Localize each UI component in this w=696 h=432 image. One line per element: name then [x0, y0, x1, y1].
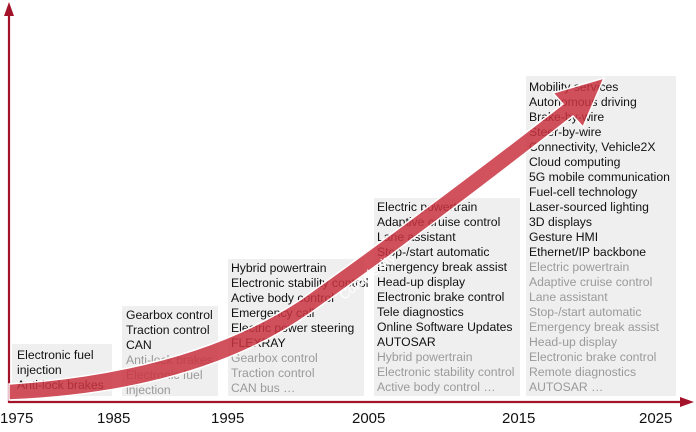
new-feature-item: Connectivity, Vehicle2X	[529, 140, 656, 154]
new-feature-item: 5G mobile communication	[529, 170, 670, 184]
new-feature-item: Electronic brake control	[377, 290, 505, 304]
carried-over-item: AUTOSAR …	[529, 380, 604, 394]
y-axis-arrowhead	[4, 2, 14, 16]
carried-over-item: Gearbox control	[231, 351, 318, 365]
carried-over-item: Emergency break assist	[529, 320, 660, 334]
carried-over-item: Adaptive cruise control	[529, 275, 653, 289]
new-feature-item: Electronic fuel	[17, 348, 94, 362]
year-label-2005: 2005	[352, 410, 386, 427]
year-label-1985: 1985	[97, 410, 131, 427]
carried-over-item: Active body control …	[377, 380, 496, 394]
new-feature-item: 3D displays	[529, 215, 592, 229]
new-feature-item: Fuel-cell technology	[529, 185, 638, 199]
new-feature-item: Head-up display	[377, 275, 466, 289]
x-axis-arrowhead	[680, 397, 694, 407]
carried-over-item: Stop-/start automatic	[529, 305, 642, 319]
new-feature-item: Cloud computing	[529, 155, 621, 169]
new-feature-item: Laser-sourced lighting	[529, 200, 649, 214]
new-feature-item: CAN	[126, 338, 152, 352]
carried-over-item: Traction control	[231, 366, 315, 380]
complexity-arrow-body	[8, 76, 606, 401]
new-feature-item: injection	[17, 363, 62, 377]
new-feature-item: Tele diagnostics	[377, 305, 464, 319]
new-feature-item: Online Software Updates	[377, 320, 513, 334]
carried-over-item: Lane assistant	[529, 290, 608, 304]
new-feature-item: Gesture HMI	[529, 230, 599, 244]
new-feature-item: Traction control	[126, 323, 210, 337]
year-label-1995: 1995	[211, 410, 245, 427]
new-feature-item: Gearbox control	[126, 308, 213, 322]
new-feature-item: Hybrid powertrain	[231, 261, 327, 275]
carried-over-item: Head-up display	[529, 335, 618, 349]
year-label-2025: 2025	[639, 410, 673, 427]
new-feature-item: AUTOSAR	[377, 335, 436, 349]
carried-over-item: Electronic stability control	[377, 365, 515, 379]
new-feature-item: Emergency break assist	[377, 260, 508, 274]
carried-over-item: Electric powertrain	[529, 260, 630, 274]
carried-over-item: Hybrid powertrain	[377, 350, 473, 364]
year-label-1975: 1975	[0, 410, 34, 427]
year-label-2015: 2015	[502, 410, 536, 427]
carried-over-item: injection	[126, 383, 171, 397]
new-feature-item: Stop-/start automatic	[377, 245, 490, 259]
carried-over-item: Electronic brake control	[529, 350, 657, 364]
new-feature-item: Ethernet/IP backbone	[529, 245, 646, 259]
carried-over-item: Remote diagnostics	[529, 365, 637, 379]
carried-over-item: CAN bus …	[231, 381, 296, 395]
